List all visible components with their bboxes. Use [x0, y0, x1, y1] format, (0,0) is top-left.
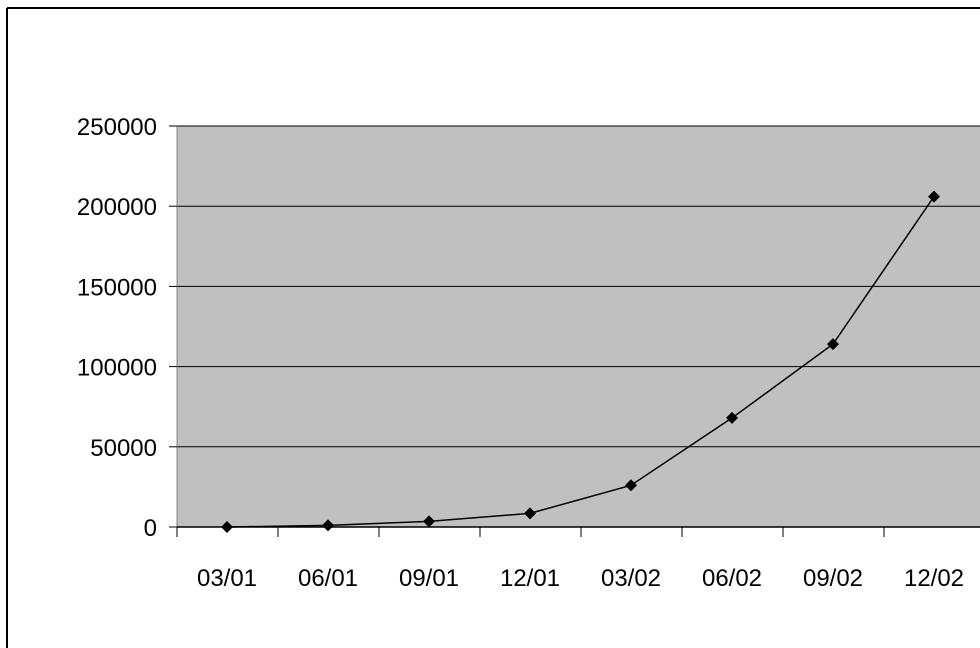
y-axis-ticks: 0 50000 100000 150000 200000 250000	[77, 114, 177, 542]
x-axis-ticks: 03/01 06/01 09/01 12/01 03/02 06/02 09/02 12/02	[176, 527, 964, 592]
data-point-marker	[423, 515, 435, 528]
series-group	[221, 190, 940, 533]
y-tick-label: 50000	[90, 435, 157, 462]
x-tick-label: 12/02	[904, 565, 964, 592]
x-tick-label: 06/01	[298, 565, 358, 592]
y-tick-label: 150000	[77, 274, 157, 301]
x-tick-label: 09/01	[399, 565, 459, 592]
x-tick-label: 03/02	[601, 565, 661, 592]
x-tick-label: 12/01	[500, 565, 560, 592]
y-tick-label: 100000	[77, 355, 157, 382]
data-point-marker	[524, 507, 536, 520]
gridlines	[177, 125, 980, 448]
axes	[176, 126, 980, 528]
y-tick-label: 200000	[77, 194, 157, 221]
series-line	[226, 196, 935, 528]
y-tick-label: 0	[144, 515, 157, 542]
plot-area	[177, 126, 980, 527]
x-tick-label: 06/02	[702, 565, 762, 592]
data-point-marker	[221, 521, 233, 533]
data-point-marker	[726, 411, 738, 424]
y-tick-label: 250000	[77, 114, 157, 141]
data-point-marker	[322, 519, 334, 532]
data-point-marker	[827, 338, 839, 351]
x-tick-label: 03/01	[197, 565, 257, 592]
data-point-marker	[625, 479, 637, 492]
x-tick-label: 09/02	[803, 565, 863, 592]
data-point-marker	[928, 190, 940, 203]
